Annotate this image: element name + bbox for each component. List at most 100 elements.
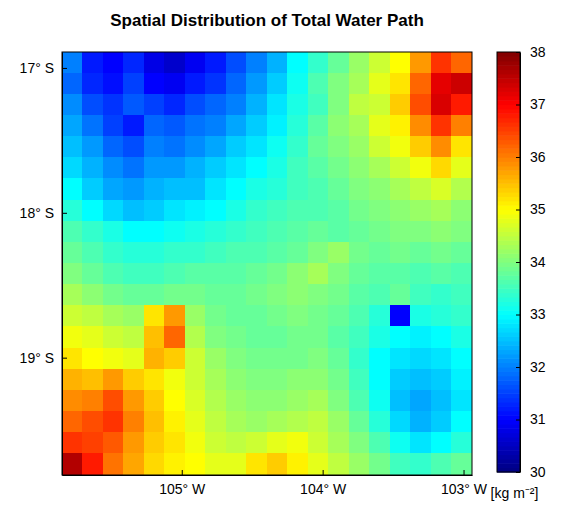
x-tick: 103° W	[441, 470, 488, 497]
colorbar-label: [kg m⁻²]	[491, 485, 539, 501]
cell	[431, 157, 453, 180]
cell	[431, 178, 453, 201]
cell	[349, 326, 371, 349]
cell	[82, 369, 104, 392]
cell	[410, 115, 432, 138]
cell	[205, 115, 227, 138]
cell	[287, 221, 309, 244]
cell	[103, 242, 125, 265]
cell	[349, 263, 371, 286]
cell	[123, 115, 145, 138]
cell	[205, 157, 227, 180]
cell	[328, 284, 350, 307]
cell	[431, 52, 453, 75]
cell	[226, 390, 248, 413]
cell	[431, 432, 453, 455]
cell	[144, 178, 166, 201]
x-tick-label: 105° W	[159, 481, 206, 497]
colorbar-tick-label: 35	[530, 201, 546, 217]
cell	[349, 305, 371, 328]
cell	[369, 200, 391, 223]
cell	[431, 73, 453, 96]
y-tick: 18° S	[20, 205, 67, 221]
cell	[82, 221, 104, 244]
cell	[185, 73, 207, 96]
cell	[369, 453, 391, 475]
colorbar-swatch	[497, 218, 520, 223]
cell	[287, 453, 309, 475]
cell	[390, 411, 412, 434]
colorbar-swatch	[497, 323, 520, 328]
colorbar-swatch	[497, 415, 520, 420]
cell	[144, 369, 166, 392]
cell	[431, 348, 453, 371]
cell	[390, 242, 412, 265]
cell	[164, 411, 186, 434]
colorbar-swatch	[497, 144, 520, 149]
cell	[226, 136, 248, 159]
cell	[431, 263, 453, 286]
cell	[123, 221, 145, 244]
cell	[267, 432, 289, 455]
cell	[267, 73, 289, 96]
cell	[328, 221, 350, 244]
cell	[205, 305, 227, 328]
cell	[308, 411, 330, 434]
cell	[226, 453, 248, 475]
cell	[410, 263, 432, 286]
colorbar-swatch	[497, 253, 520, 258]
cell	[82, 157, 104, 180]
cell	[451, 411, 472, 434]
cells	[62, 52, 472, 475]
cell	[451, 453, 472, 475]
colorbar-swatch	[497, 398, 520, 403]
cell	[144, 390, 166, 413]
cell	[103, 369, 125, 392]
colorbar-swatch	[497, 288, 520, 293]
cell	[144, 348, 166, 371]
cell	[246, 390, 268, 413]
cell	[144, 242, 166, 265]
cell	[308, 326, 330, 349]
cell	[308, 453, 330, 475]
cell	[144, 52, 166, 75]
cell	[226, 411, 248, 434]
cell	[246, 242, 268, 265]
colorbar-swatch	[497, 175, 520, 180]
colorbar-swatch	[497, 376, 520, 381]
cell	[164, 52, 186, 75]
cell	[349, 94, 371, 117]
cell	[451, 326, 472, 349]
cell	[62, 453, 84, 475]
cell	[144, 326, 166, 349]
colorbar-tick-label: 36	[530, 149, 546, 165]
colorbar-swatch	[497, 319, 520, 324]
cell	[62, 52, 84, 75]
cell	[205, 263, 227, 286]
cell	[82, 242, 104, 265]
cell	[308, 263, 330, 286]
cell	[328, 432, 350, 455]
cell	[246, 115, 268, 138]
colorbar-swatch	[497, 210, 520, 215]
colorbar-axis-line	[520, 53, 521, 473]
colorbar-tick-mark	[516, 52, 520, 53]
colorbar-swatch	[497, 161, 520, 166]
cell	[410, 369, 432, 392]
colorbar-axis: 303132333435363738	[516, 44, 546, 480]
cell	[185, 369, 207, 392]
cell	[410, 432, 432, 455]
colorbar-swatch	[497, 61, 520, 66]
cell	[226, 326, 248, 349]
cell	[267, 390, 289, 413]
colorbar-tick-label: 38	[530, 44, 546, 60]
colorbar-swatch	[497, 301, 520, 306]
cell	[369, 136, 391, 159]
cell	[82, 73, 104, 96]
cell	[390, 263, 412, 286]
cell	[328, 200, 350, 223]
cell	[123, 453, 145, 475]
cell	[123, 263, 145, 286]
cell	[82, 200, 104, 223]
colorbar-swatch	[497, 336, 520, 341]
